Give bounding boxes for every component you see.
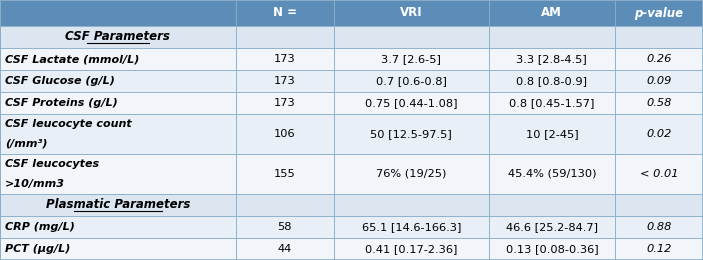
Text: PCT (μg/L): PCT (μg/L)	[5, 244, 70, 254]
Text: CSF Parameters: CSF Parameters	[65, 30, 170, 43]
Bar	[0, 26, 703, 48]
Bar	[615, 154, 703, 194]
Text: CSF leucocyte count: CSF leucocyte count	[5, 119, 131, 129]
Text: 44: 44	[278, 244, 292, 254]
Bar	[236, 216, 334, 238]
Bar	[489, 154, 615, 194]
Bar	[489, 92, 615, 114]
Bar	[0, 70, 236, 92]
Bar	[489, 194, 615, 216]
Text: Plasmatic Parameters: Plasmatic Parameters	[46, 198, 190, 211]
Bar	[236, 194, 334, 216]
Bar	[236, 70, 334, 92]
Bar	[0, 0, 703, 26]
Text: 0.8 [0.8-0.9]: 0.8 [0.8-0.9]	[517, 76, 587, 86]
Bar	[334, 70, 489, 92]
Bar	[236, 48, 334, 70]
Bar	[0, 238, 236, 260]
Text: CSF leucocytes: CSF leucocytes	[5, 159, 99, 169]
Bar	[615, 194, 703, 216]
Text: 65.1 [14.6-166.3]: 65.1 [14.6-166.3]	[361, 222, 461, 232]
Bar	[489, 238, 615, 260]
Bar	[0, 194, 236, 216]
Text: 106: 106	[274, 129, 295, 139]
Bar	[236, 238, 334, 260]
Bar	[236, 92, 334, 114]
Text: 173: 173	[274, 76, 295, 86]
Bar	[489, 48, 615, 70]
Bar	[615, 26, 703, 48]
Text: < 0.01: < 0.01	[640, 169, 678, 179]
Bar	[334, 154, 489, 194]
Bar	[489, 26, 615, 48]
Text: 10 [2-45]: 10 [2-45]	[526, 129, 578, 139]
Bar	[615, 48, 703, 70]
Bar	[615, 238, 703, 260]
Bar	[0, 92, 236, 114]
Bar	[236, 26, 334, 48]
Bar	[334, 114, 489, 154]
Text: 0.75 [0.44-1.08]: 0.75 [0.44-1.08]	[365, 98, 458, 108]
Text: 45.4% (59/130): 45.4% (59/130)	[508, 169, 596, 179]
Text: CSF Glucose (g/L): CSF Glucose (g/L)	[5, 76, 115, 86]
Bar	[236, 114, 334, 154]
Text: 76% (19/25): 76% (19/25)	[376, 169, 446, 179]
Text: 0.41 [0.17-2.36]: 0.41 [0.17-2.36]	[365, 244, 458, 254]
Text: VRI: VRI	[400, 6, 423, 20]
Bar	[0, 0, 236, 26]
Text: CSF Proteins (g/L): CSF Proteins (g/L)	[5, 98, 117, 108]
Bar	[0, 216, 236, 238]
Text: 0.13 [0.08-0.36]: 0.13 [0.08-0.36]	[505, 244, 598, 254]
Bar	[236, 0, 334, 26]
Text: 0.12: 0.12	[646, 244, 672, 254]
Text: 173: 173	[274, 98, 295, 108]
Text: 3.3 [2.8-4.5]: 3.3 [2.8-4.5]	[517, 54, 587, 64]
Bar	[0, 114, 236, 154]
Bar	[334, 0, 489, 26]
Text: CRP (mg/L): CRP (mg/L)	[5, 222, 75, 232]
Text: 3.7 [2.6-5]: 3.7 [2.6-5]	[381, 54, 441, 64]
Text: CSF Lactate (mmol/L): CSF Lactate (mmol/L)	[5, 54, 139, 64]
Bar	[615, 70, 703, 92]
Bar	[334, 92, 489, 114]
Bar	[489, 0, 615, 26]
Bar	[0, 154, 236, 194]
Text: 0.7 [0.6-0.8]: 0.7 [0.6-0.8]	[376, 76, 446, 86]
Text: 50 [12.5-97.5]: 50 [12.5-97.5]	[370, 129, 452, 139]
Text: >10/mm3: >10/mm3	[5, 179, 65, 189]
Bar	[615, 92, 703, 114]
Text: 0.09: 0.09	[646, 76, 672, 86]
Text: 155: 155	[274, 169, 295, 179]
Text: N =: N =	[273, 6, 297, 20]
Bar	[615, 114, 703, 154]
Bar	[615, 0, 703, 26]
Bar	[489, 114, 615, 154]
Bar	[334, 216, 489, 238]
Bar	[489, 216, 615, 238]
Bar	[0, 26, 236, 48]
Text: 0.58: 0.58	[646, 98, 672, 108]
Text: 58: 58	[278, 222, 292, 232]
Text: 0.88: 0.88	[646, 222, 672, 232]
Text: 0.26: 0.26	[646, 54, 672, 64]
Bar	[489, 70, 615, 92]
Text: p-value: p-value	[635, 6, 683, 20]
Bar	[615, 216, 703, 238]
Bar	[0, 48, 236, 70]
Text: AM: AM	[541, 6, 562, 20]
Text: (/mm³): (/mm³)	[5, 139, 48, 149]
Bar	[334, 238, 489, 260]
Text: 0.02: 0.02	[646, 129, 672, 139]
Bar	[334, 48, 489, 70]
Text: 46.6 [25.2-84.7]: 46.6 [25.2-84.7]	[506, 222, 598, 232]
Text: 173: 173	[274, 54, 295, 64]
Bar	[334, 194, 489, 216]
Bar	[236, 154, 334, 194]
Text: 0.8 [0.45-1.57]: 0.8 [0.45-1.57]	[509, 98, 595, 108]
Bar	[334, 26, 489, 48]
Bar	[0, 194, 703, 216]
